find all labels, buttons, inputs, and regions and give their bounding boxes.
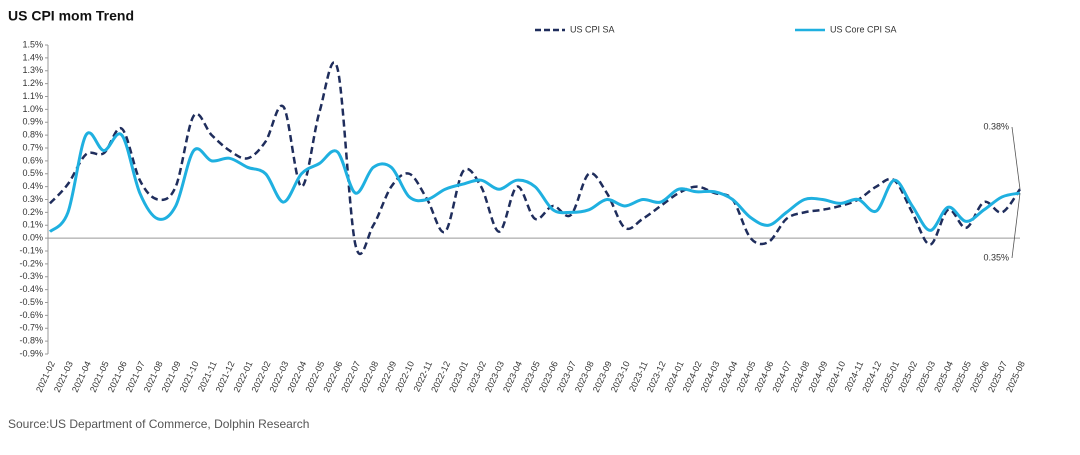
label-leader <box>1011 193 1021 259</box>
y-tick-label: -0.7% <box>19 323 43 333</box>
y-tick-label: -0.1% <box>19 245 43 255</box>
y-tick-label: -0.2% <box>19 258 43 268</box>
y-tick-label: -0.5% <box>19 297 43 307</box>
data-label: 0.38% <box>983 121 1009 131</box>
label-leader <box>1011 126 1021 190</box>
legend-label: US Core CPI SA <box>830 24 897 34</box>
data-label: 0.35% <box>983 252 1009 262</box>
y-tick-label: 0.9% <box>22 117 43 127</box>
y-tick-label: 0.2% <box>22 207 43 217</box>
series-line <box>48 131 1021 233</box>
y-tick-label: -0.3% <box>19 271 43 281</box>
y-tick-label: -0.8% <box>19 336 43 346</box>
y-tick-label: 0.5% <box>22 168 43 178</box>
y-tick-label: 1.2% <box>22 78 43 88</box>
y-tick-label: 1.5% <box>22 39 43 49</box>
y-tick-label: -0.6% <box>19 310 43 320</box>
y-tick-label: 0.3% <box>22 194 43 204</box>
y-tick-label: -0.4% <box>19 284 43 294</box>
chart-title: US CPI mom Trend <box>8 8 134 24</box>
y-tick-label: 0.1% <box>22 220 43 230</box>
y-tick-label: 1.0% <box>22 104 43 114</box>
y-tick-label: 0.8% <box>22 130 43 140</box>
y-tick-label: 1.3% <box>22 65 43 75</box>
source: Source:US Department of Commerce, Dolphi… <box>8 417 309 431</box>
y-tick-label: 0.6% <box>22 155 43 165</box>
y-tick-label: 1.1% <box>22 91 43 101</box>
y-tick-label: 0.4% <box>22 181 43 191</box>
series-line <box>49 61 1022 256</box>
y-tick-label: 0.7% <box>22 142 43 152</box>
y-tick-label: 1.4% <box>22 52 43 62</box>
y-tick-label: 0.0% <box>22 233 43 243</box>
y-tick-label: -0.9% <box>19 348 43 358</box>
legend-label: US CPI SA <box>570 24 615 34</box>
